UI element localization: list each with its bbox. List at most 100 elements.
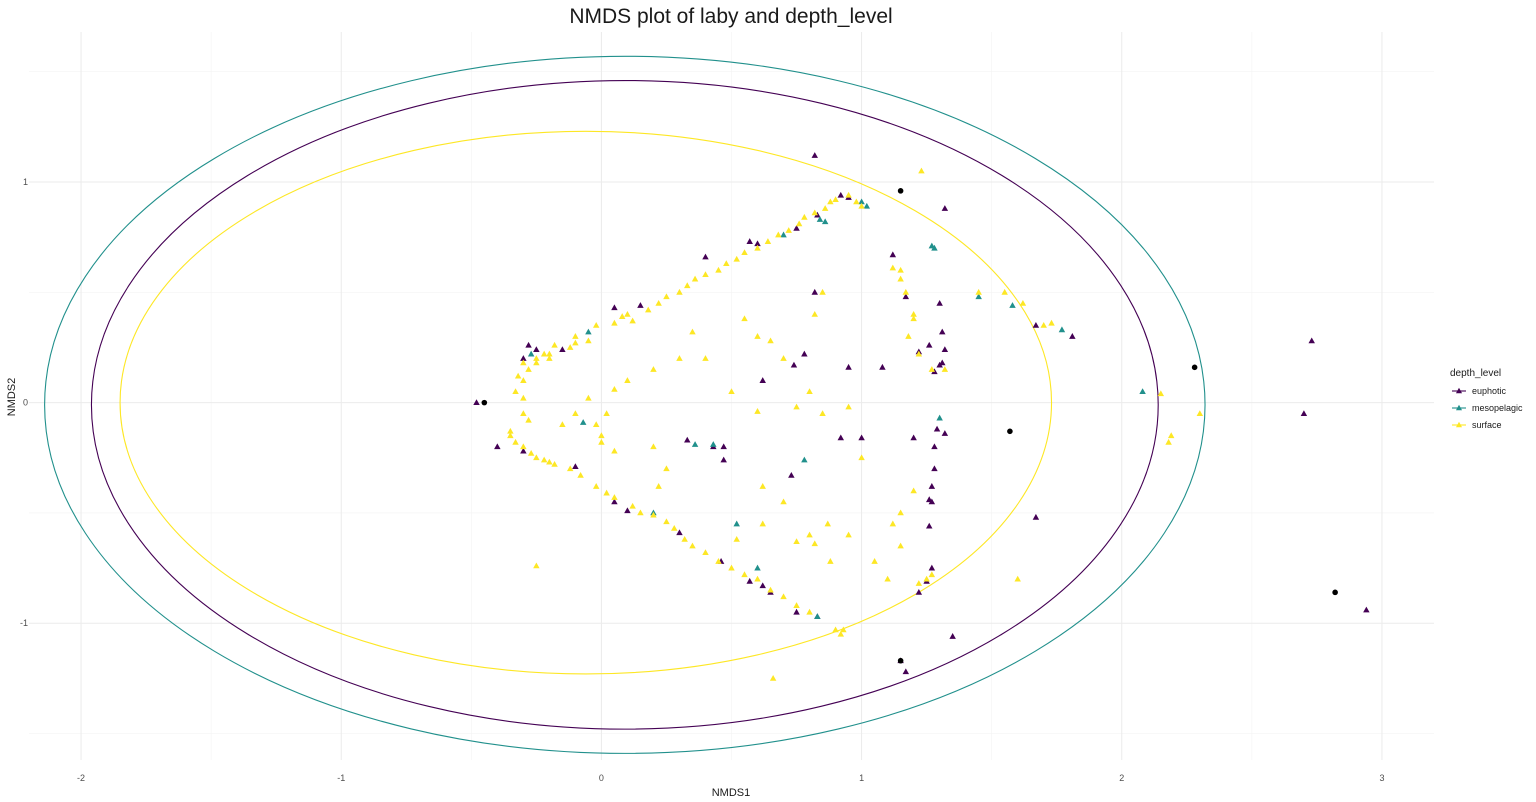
chart-title: NMDS plot of laby and depth_level [569, 5, 892, 28]
point-euphotic [811, 152, 818, 158]
point-surface [611, 319, 618, 326]
point-surface [520, 410, 527, 417]
point-euphotic [926, 522, 933, 529]
point-surface [566, 344, 574, 350]
point-surface [629, 317, 636, 324]
point-surface [1014, 575, 1021, 582]
point-surface [827, 558, 834, 564]
point-surface [655, 299, 662, 306]
point-euphotic [926, 341, 933, 348]
point-surface [681, 535, 688, 542]
point-euphotic [520, 355, 527, 361]
point-surface [655, 483, 662, 489]
point-surface [676, 355, 683, 361]
point-euphotic [910, 434, 917, 441]
point-surface [684, 282, 691, 289]
point-euphotic [837, 191, 845, 198]
point-euphotic [936, 299, 943, 306]
point-surface [618, 313, 626, 319]
point-euphotic [811, 288, 818, 295]
point-euphotic [931, 465, 938, 472]
point-surface [889, 264, 897, 271]
point-surface [764, 238, 772, 244]
point-surface [733, 535, 740, 542]
point-surface [845, 191, 852, 198]
point-surface [754, 333, 761, 339]
point-surface [759, 520, 766, 527]
point-mesopelagic [821, 218, 829, 225]
x-tick-label: 2 [1119, 773, 1124, 783]
point-surface [533, 562, 540, 569]
point-surface [915, 580, 923, 586]
point-euphotic [1069, 333, 1076, 339]
point-surface [572, 410, 579, 417]
point-surface [1048, 319, 1055, 326]
point-surface [889, 520, 897, 527]
legend-key-euphotic [1455, 387, 1463, 394]
point-surface [520, 443, 527, 450]
y-axis-title: NMDS2 [6, 378, 18, 417]
point-surface [637, 509, 644, 516]
point-euphotic [837, 434, 845, 441]
point-mesopelagic [579, 419, 587, 425]
point-mesopelagic [858, 198, 865, 205]
point-euphotic [1363, 606, 1370, 613]
x-tick-label: -1 [337, 773, 345, 783]
point-surface [741, 249, 748, 255]
point-surface [572, 339, 579, 346]
point-surface [512, 438, 519, 445]
point-surface [785, 227, 792, 233]
legend-key-mesopelagic [1455, 404, 1463, 411]
point-surface [897, 275, 904, 282]
point-euphotic [525, 341, 532, 348]
point-surface [801, 213, 808, 220]
point-surface [512, 388, 519, 394]
point-euphotic [676, 529, 683, 536]
point-surface [533, 355, 540, 361]
point-euphotic [720, 443, 727, 450]
point-surface [1167, 432, 1175, 439]
point-mesopelagic [928, 242, 936, 249]
point-surface [663, 293, 670, 300]
point-surface [884, 575, 891, 582]
point-surface [702, 271, 709, 278]
point-surface [650, 366, 657, 372]
grid-lines [29, 32, 1434, 760]
point-surface [840, 626, 847, 633]
point-mesopelagic [863, 202, 871, 209]
point-mesopelagic [780, 231, 787, 238]
point-surface [824, 520, 831, 527]
point-surface [769, 674, 777, 681]
point-euphotic [788, 472, 795, 478]
point-surface [910, 310, 917, 317]
point-surface [514, 372, 522, 379]
point-surface [793, 538, 800, 544]
point-euphotic [949, 633, 956, 639]
point-surface [650, 443, 657, 450]
point-mesopelagic [1139, 388, 1146, 394]
point-surface [832, 626, 839, 633]
point-surface [928, 571, 936, 578]
point-euphotic [720, 456, 727, 463]
point-surface [611, 385, 618, 392]
point-surface [754, 408, 761, 414]
point-euphotic [933, 425, 941, 432]
x-tick-label: -2 [77, 773, 85, 783]
point-surface [598, 432, 605, 439]
centroid-point [1191, 364, 1198, 371]
point-surface [853, 198, 860, 205]
point-euphotic [941, 430, 949, 436]
point-mesopelagic [691, 441, 699, 447]
point-surface [811, 209, 818, 216]
point-euphotic [928, 564, 936, 571]
point-euphotic [624, 507, 631, 514]
point-surface [546, 350, 553, 357]
point-mesopelagic [710, 441, 717, 447]
point-surface [540, 456, 548, 463]
point-euphotic [928, 483, 936, 489]
point-euphotic [902, 293, 910, 300]
point-surface [691, 275, 699, 282]
y-axis-tick-labels: -1 0 1 [20, 177, 28, 628]
point-mesopelagic [1058, 326, 1066, 333]
y-tick-label: 0 [23, 398, 28, 408]
